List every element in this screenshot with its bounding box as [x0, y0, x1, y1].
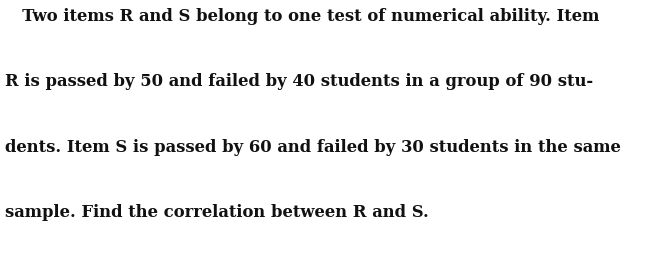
Text: sample. Find the correlation between R and S.: sample. Find the correlation between R a…	[5, 204, 429, 221]
Text: R is passed by 50 and failed by 40 students in a group of 90 stu-: R is passed by 50 and failed by 40 stude…	[5, 73, 593, 90]
Text: dents. Item S is passed by 60 and failed by 30 students in the same: dents. Item S is passed by 60 and failed…	[5, 139, 621, 156]
Text: Two items R and S belong to one test of numerical ability. Item: Two items R and S belong to one test of …	[5, 8, 599, 25]
